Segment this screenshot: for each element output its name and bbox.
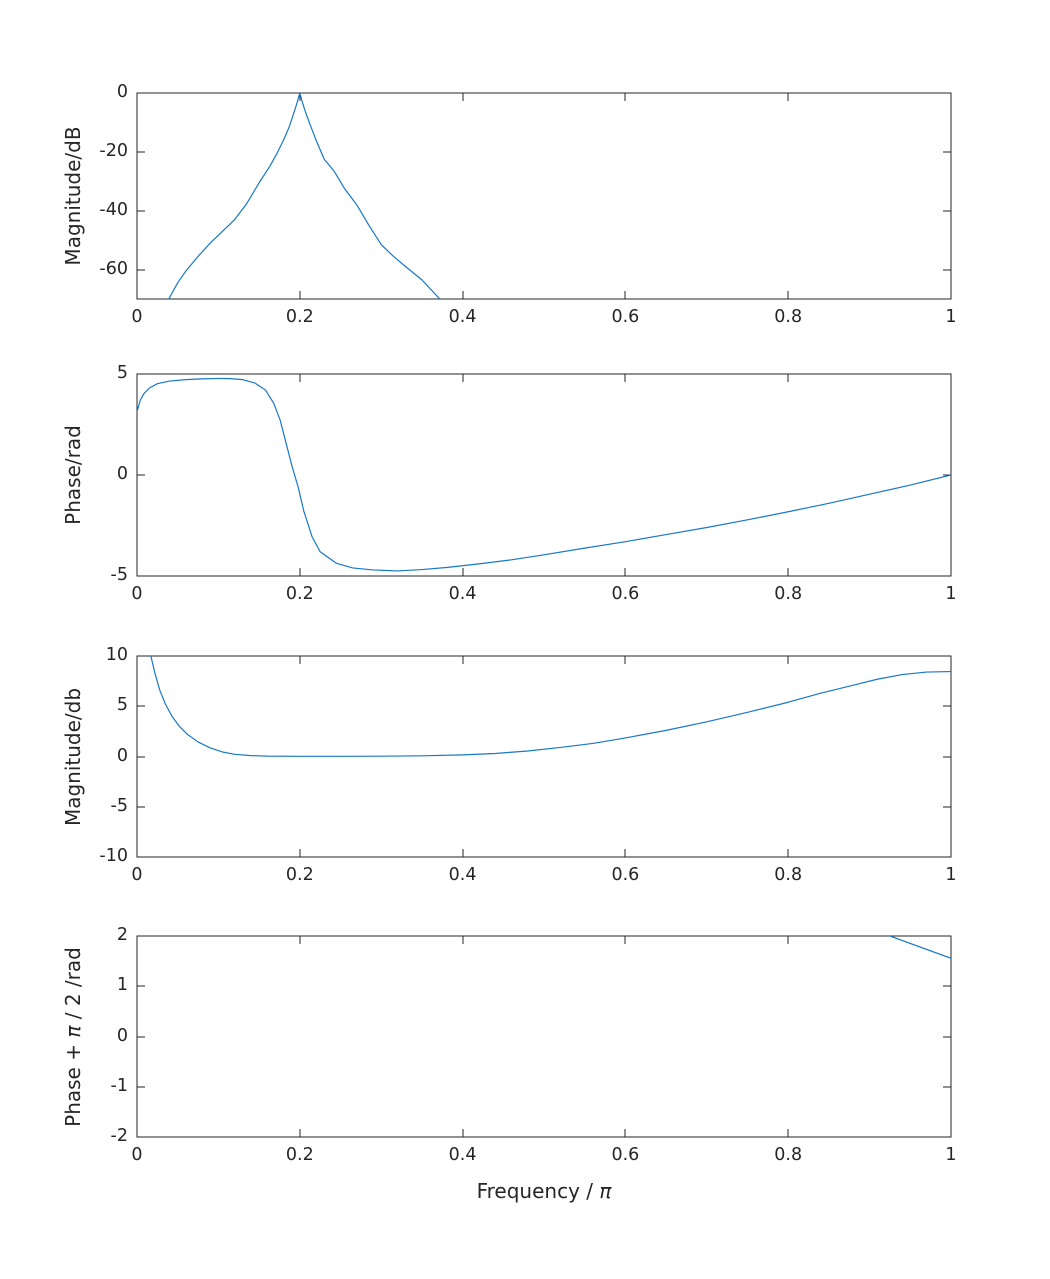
phase-curve bbox=[137, 377, 951, 572]
y-tick-label: 0 bbox=[116, 464, 128, 484]
shifted-phase-curve bbox=[889, 936, 951, 959]
x-tick-label: 0.8 bbox=[774, 865, 803, 885]
x-tick-label: 0 bbox=[131, 1145, 143, 1165]
y-tick-label: -2 bbox=[110, 1126, 128, 1146]
bandpass-magnitude-curve bbox=[168, 93, 441, 299]
y-tick-label: 5 bbox=[116, 695, 128, 716]
x-tick-label: 0.6 bbox=[611, 1145, 640, 1165]
x-tick-label: 0.4 bbox=[448, 584, 477, 604]
x-tick-label: 0.2 bbox=[285, 307, 314, 327]
y-tick-label: -40 bbox=[99, 199, 128, 220]
equalized-magnitude-curve bbox=[150, 656, 951, 757]
y-tick-label: -5 bbox=[110, 565, 128, 585]
subplot-2-plot-area bbox=[136, 373, 952, 577]
y-tick-label: 2 bbox=[116, 925, 128, 945]
y-tick-label: 0 bbox=[116, 82, 128, 102]
y-tick-label: 0 bbox=[116, 745, 128, 766]
x-tick-label: 0.2 bbox=[285, 584, 314, 604]
axes-box bbox=[136, 655, 952, 858]
subplot-1-plot-area bbox=[136, 92, 952, 300]
axes-box bbox=[136, 935, 952, 1138]
x-tick-label: 0 bbox=[131, 865, 143, 885]
x-tick-label: 0.4 bbox=[448, 1145, 477, 1165]
subplot-3-plot-area bbox=[136, 655, 952, 858]
y-tick-label: 1 bbox=[116, 975, 128, 996]
y-tick-label: -1 bbox=[110, 1075, 128, 1096]
xlabel-frequency-over-pi: Frequency / π bbox=[477, 1179, 612, 1203]
y-tick-label: 5 bbox=[116, 363, 128, 383]
x-tick-label: 0.2 bbox=[285, 1145, 314, 1165]
x-tick-label: 1 bbox=[945, 584, 957, 604]
x-tick-label: 0 bbox=[131, 584, 143, 604]
x-tick-label: 1 bbox=[945, 1145, 957, 1165]
x-tick-label: 0 bbox=[131, 307, 143, 327]
x-tick-label: 0.8 bbox=[774, 1145, 803, 1165]
y-tick-label: 0 bbox=[116, 1025, 128, 1046]
y-tick-label: -10 bbox=[99, 846, 128, 866]
xlabel-text: Frequency / bbox=[476, 1179, 600, 1203]
x-tick-label: 0.4 bbox=[448, 307, 477, 327]
x-tick-label: 0.2 bbox=[285, 865, 314, 885]
x-tick-label: 0.4 bbox=[448, 865, 477, 885]
x-tick-label: 1 bbox=[945, 307, 957, 327]
y-tick-label: 10 bbox=[105, 645, 128, 665]
pi-symbol: π bbox=[599, 1179, 612, 1203]
x-tick-label: 0.6 bbox=[611, 584, 640, 604]
x-tick-label: 0.8 bbox=[774, 307, 803, 327]
y-tick-label: -20 bbox=[99, 140, 128, 161]
subplot-4-plot-area bbox=[136, 935, 952, 1138]
x-tick-label: 1 bbox=[945, 865, 957, 885]
axes-box bbox=[136, 92, 952, 300]
axes-box bbox=[136, 373, 952, 577]
x-tick-label: 0.6 bbox=[611, 865, 640, 885]
y-tick-label: -5 bbox=[110, 795, 128, 816]
x-tick-label: 0.8 bbox=[774, 584, 803, 604]
x-tick-label: 0.6 bbox=[611, 307, 640, 327]
y-tick-label: -60 bbox=[99, 258, 128, 279]
